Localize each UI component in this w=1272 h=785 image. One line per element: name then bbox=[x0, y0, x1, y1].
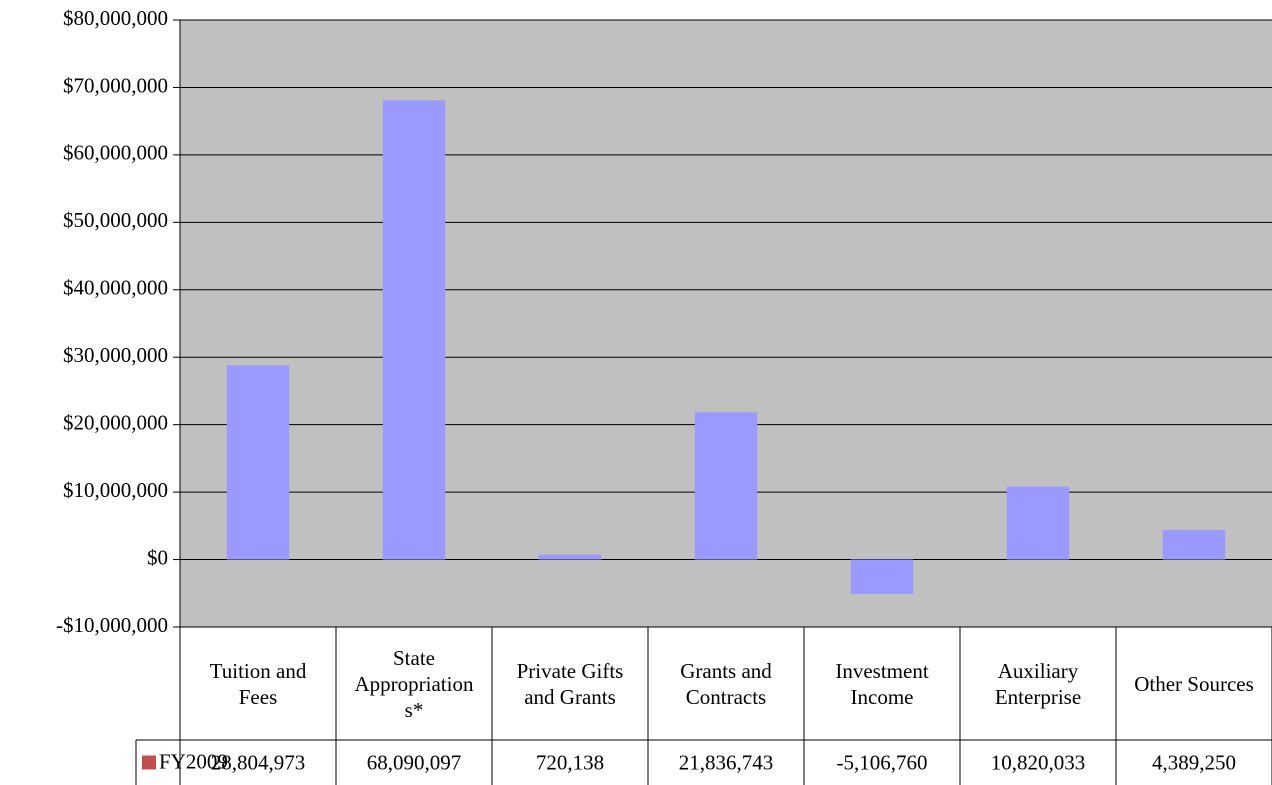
y-tick-label: $70,000,000 bbox=[63, 73, 168, 97]
bar bbox=[850, 559, 914, 594]
y-tick-label: $60,000,000 bbox=[63, 141, 168, 165]
data-table-value: 4,389,250 bbox=[1152, 750, 1236, 774]
y-tick-label: $30,000,000 bbox=[63, 343, 168, 367]
x-tick-label: Tuition and Fees bbox=[209, 658, 307, 709]
y-tick-label: $50,000,000 bbox=[63, 208, 168, 232]
x-tick-label: Investment Income bbox=[835, 658, 929, 709]
x-tick-label: Auxiliary Enterprise bbox=[994, 658, 1082, 709]
legend-key bbox=[142, 755, 156, 770]
y-tick-label: $20,000,000 bbox=[63, 410, 168, 434]
bar bbox=[694, 412, 758, 560]
data-table-value: 68,090,097 bbox=[367, 750, 462, 774]
data-table-value: 720,138 bbox=[536, 750, 604, 774]
y-tick-label: $80,000,000 bbox=[63, 6, 168, 30]
data-table-value: 28,804,973 bbox=[211, 750, 306, 774]
bar bbox=[382, 100, 446, 560]
data-table-value: 10,820,033 bbox=[991, 750, 1086, 774]
legend-label: FY2009 bbox=[159, 749, 228, 773]
x-tick-label: Other Sources bbox=[1134, 671, 1254, 696]
bar bbox=[1162, 529, 1226, 560]
y-tick-label: $0 bbox=[147, 545, 168, 569]
bar bbox=[1006, 486, 1070, 560]
x-tick-label: Private Gifts and Grants bbox=[516, 658, 624, 709]
data-table-value: -5,106,760 bbox=[837, 750, 928, 774]
data-table-value: 21,836,743 bbox=[679, 750, 774, 774]
bar bbox=[226, 365, 290, 560]
x-tick-label: Grants and Contracts bbox=[680, 658, 772, 709]
y-tick-label: $10,000,000 bbox=[63, 478, 168, 502]
y-tick-label: -$10,000,000 bbox=[56, 613, 168, 637]
y-tick-label: $40,000,000 bbox=[63, 276, 168, 300]
bar bbox=[538, 554, 602, 560]
x-tick-label: State Appropriations* bbox=[354, 645, 474, 722]
